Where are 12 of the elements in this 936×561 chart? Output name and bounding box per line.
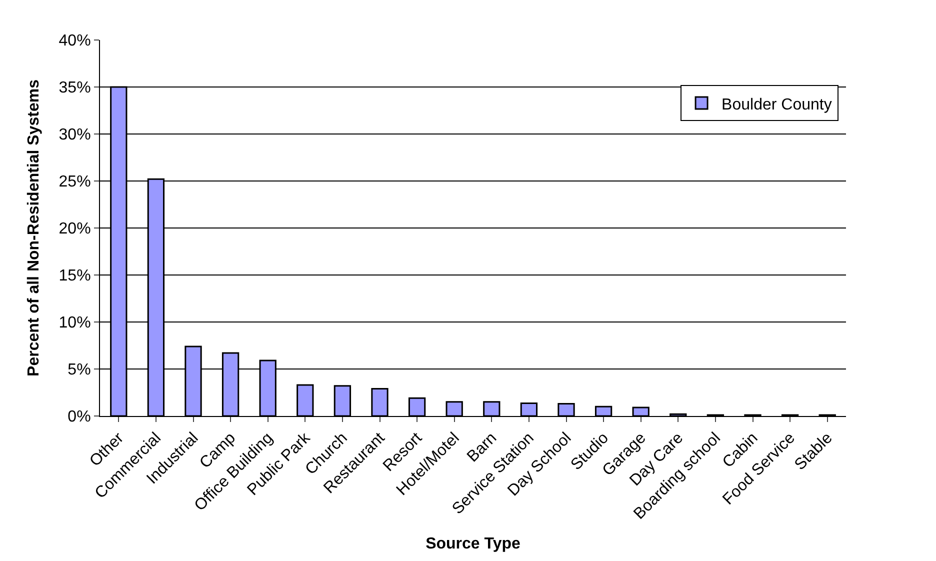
y-tick-label: 0% xyxy=(68,408,91,426)
y-tick-label: 15% xyxy=(58,268,91,285)
y-tick-label: 25% xyxy=(58,174,91,191)
y-axis-title: Percent of all Non-Residential Systems xyxy=(26,79,43,376)
y-tick-label: 30% xyxy=(58,126,91,144)
y-tick-label: 10% xyxy=(58,314,91,332)
y-tick-label: 20% xyxy=(58,220,91,238)
y-tick-label: 40% xyxy=(58,32,91,50)
legend-label: Boulder County xyxy=(722,96,832,114)
y-tick-label: 5% xyxy=(68,362,91,379)
y-tick-label: 35% xyxy=(58,80,91,97)
x-axis-title: Source Type xyxy=(426,536,521,553)
